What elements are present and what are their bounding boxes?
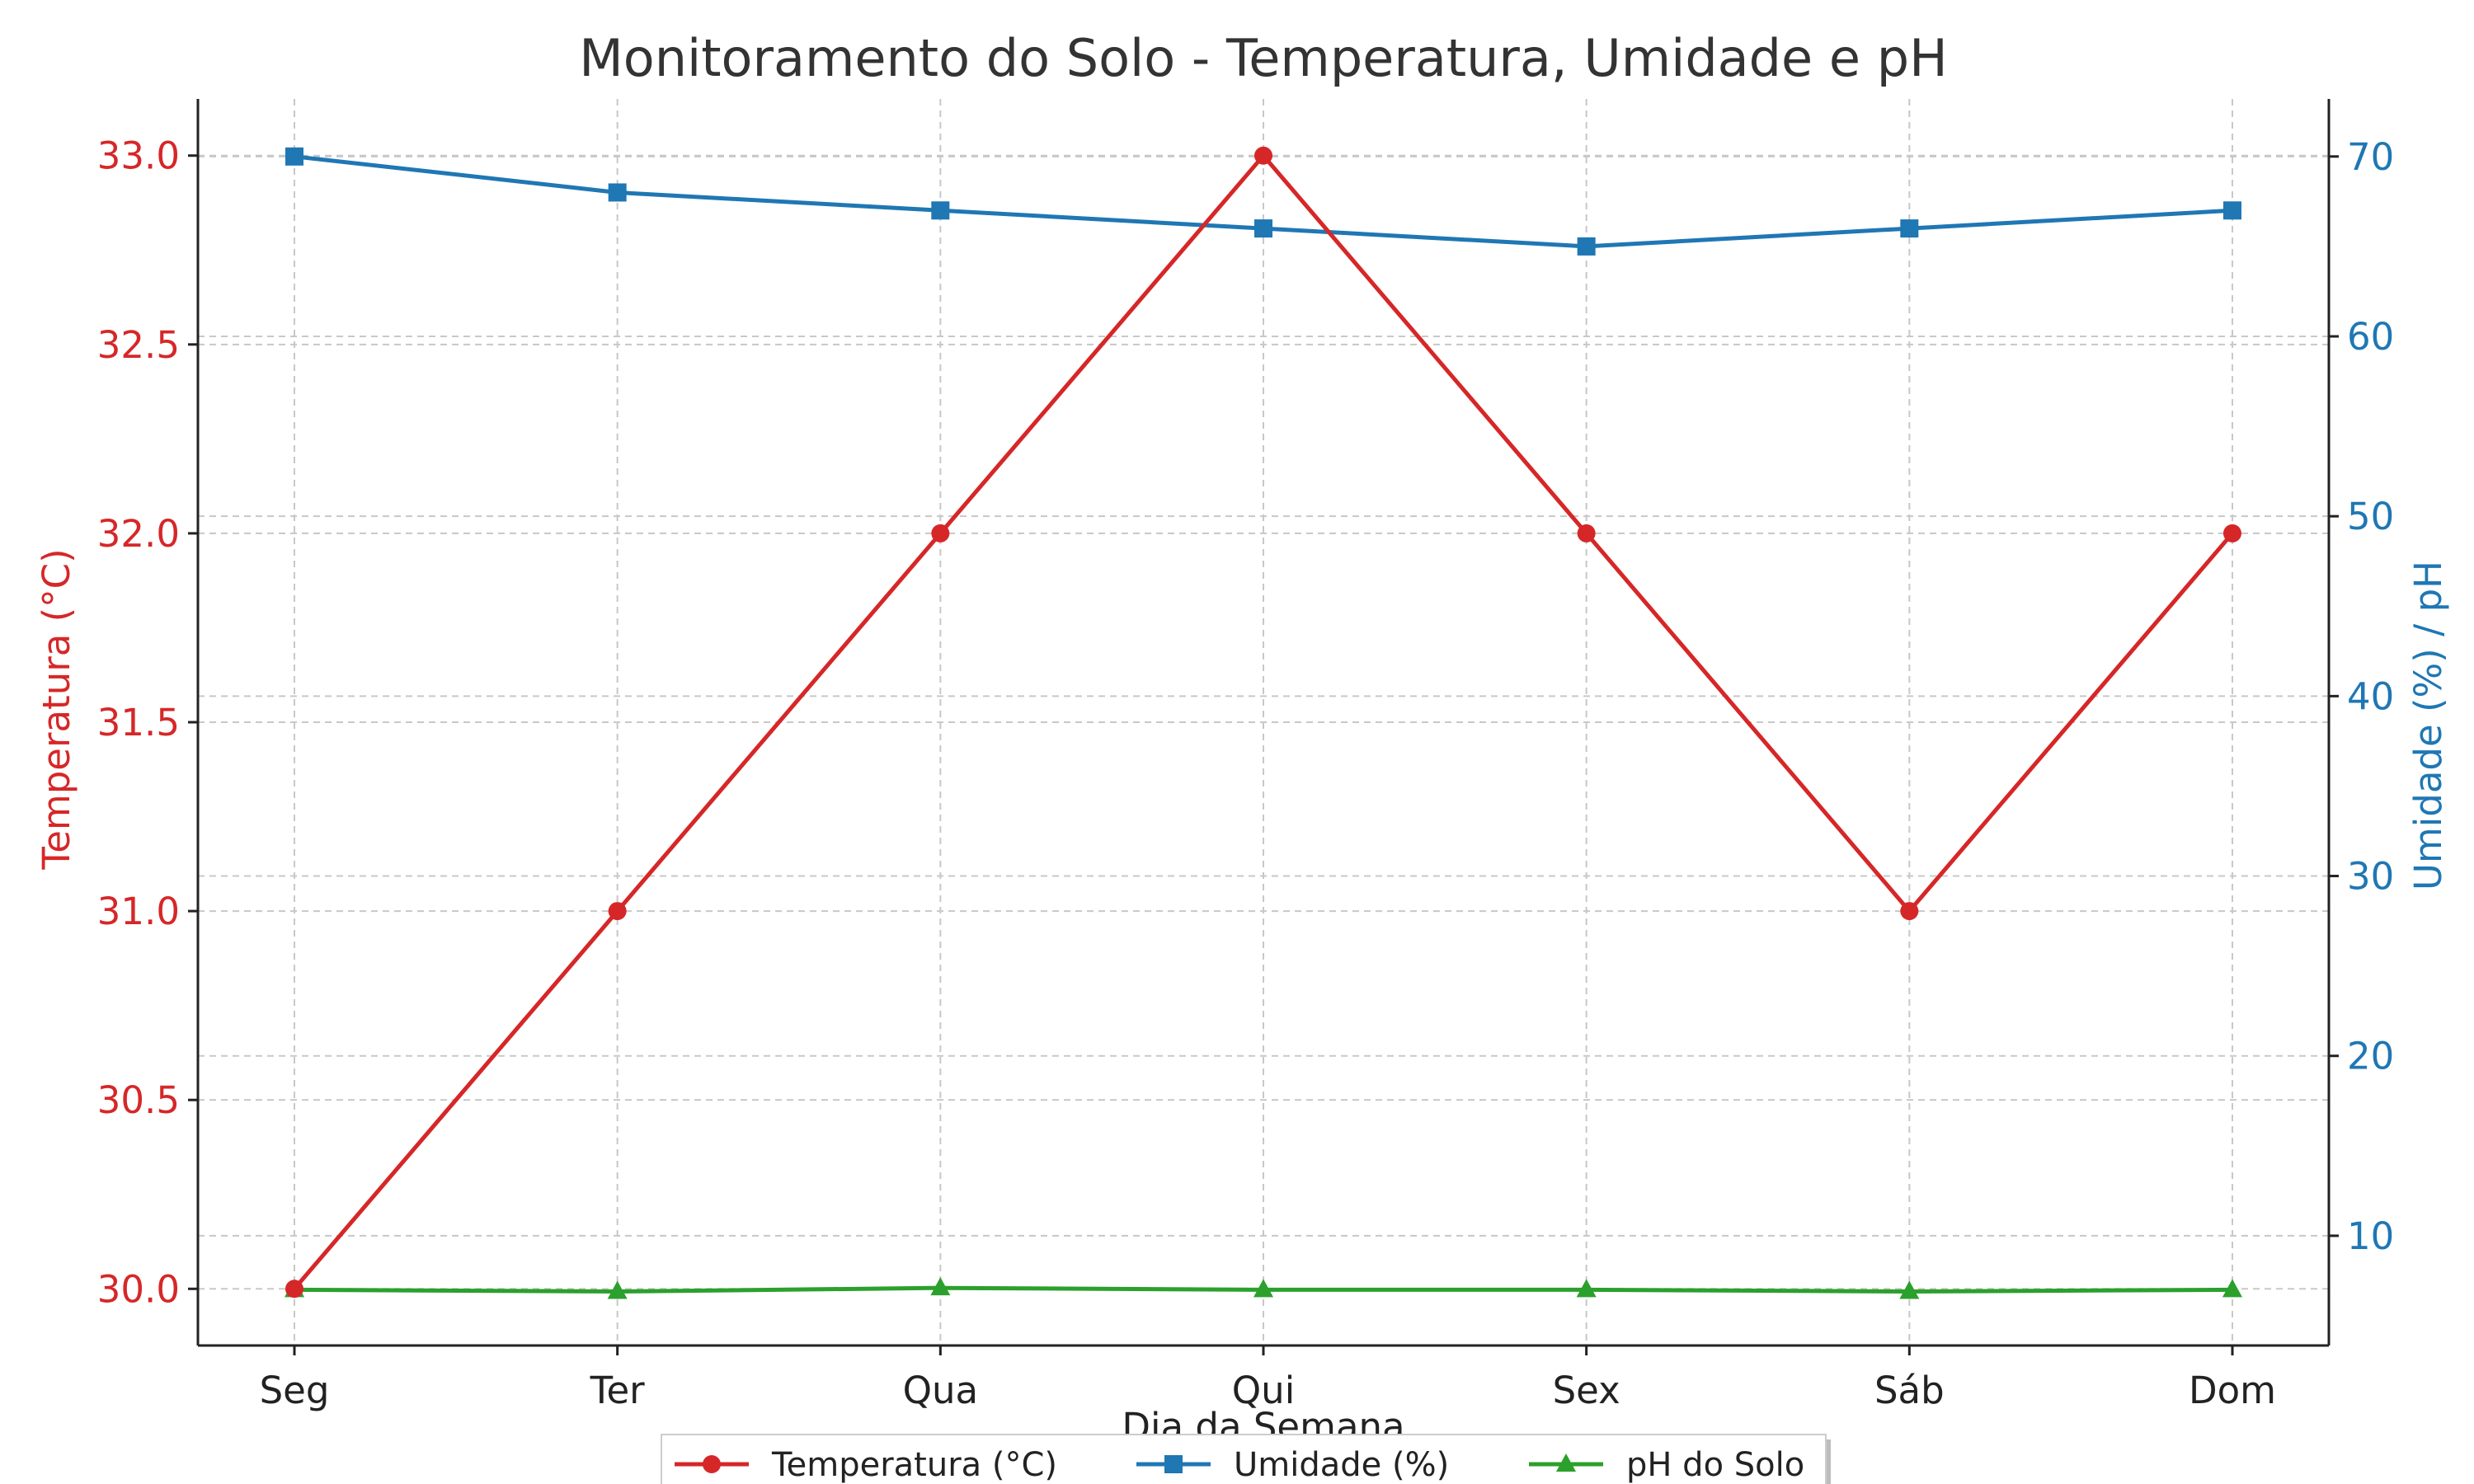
legend-swatch-marker: [1164, 1455, 1183, 1473]
legend: Temperatura (°C) Umidade (%) pH do Solo: [661, 1434, 1831, 1484]
y-axis-left-label: Temperatura (°C): [35, 548, 78, 870]
x-tick-label: Dom: [2189, 1369, 2276, 1412]
y-left-tick-label: 32.0: [97, 512, 180, 556]
y-left-tick-label: 31.5: [97, 701, 180, 744]
data-point: [1577, 524, 1596, 542]
data-point: [285, 1280, 303, 1298]
y-right-tick-label: 50: [2347, 495, 2394, 538]
grid-lines: [198, 99, 2329, 1345]
data-point: [1900, 902, 1919, 921]
data-point: [607, 1280, 628, 1299]
y-left-tick-label: 32.5: [97, 323, 180, 367]
data-point: [1577, 237, 1596, 256]
data-point: [1254, 219, 1272, 238]
y-right-tick-label: 10: [2347, 1214, 2394, 1258]
legend-label: Umidade (%): [1234, 1446, 1449, 1484]
chart-title: Monitoramento do Solo - Temperatura, Umi…: [579, 28, 1947, 88]
legend-label: pH do Solo: [1626, 1446, 1804, 1484]
x-tick-label: Sex: [1553, 1369, 1620, 1412]
y-right-tick-label: 70: [2347, 135, 2394, 179]
series-circle: [285, 146, 2241, 1298]
x-tick-label: Ter: [590, 1369, 646, 1412]
y-right-tick-label: 60: [2347, 315, 2394, 359]
legend-box: [661, 1434, 1827, 1484]
data-point: [1900, 219, 1919, 238]
x-tick-label: Seg: [260, 1369, 330, 1412]
data-point: [285, 147, 303, 166]
x-tick-label: Qua: [903, 1369, 979, 1412]
y-left-tick-label: 31.0: [97, 890, 180, 933]
axes: [188, 99, 2339, 1355]
data-point: [1576, 1279, 1597, 1298]
data-point: [1899, 1280, 1920, 1299]
x-tick-label: Sáb: [1874, 1369, 1945, 1412]
data-point: [931, 201, 950, 220]
data-point: [608, 902, 627, 921]
legend-swatch-marker: [703, 1455, 721, 1473]
y-right-tick-label: 40: [2347, 674, 2394, 718]
series-square: [285, 147, 2241, 256]
y-right-tick-label: 20: [2347, 1035, 2394, 1078]
data-point: [2223, 201, 2241, 220]
y-left-tick-label: 30.0: [97, 1267, 180, 1311]
legend-swatch-marker: [1556, 1453, 1576, 1472]
data-point: [930, 1277, 951, 1296]
x-tick-label: Qui: [1232, 1369, 1295, 1412]
data-point: [2222, 1279, 2242, 1298]
series-layer: [285, 146, 2242, 1299]
data-point: [1254, 146, 1272, 165]
legend-label: Temperatura (°C): [771, 1446, 1057, 1484]
tick-labels: Seg Ter Qua Qui Sex Sáb Dom 30.0 30.5 31.0 31.5 32.…: [97, 134, 2394, 1412]
y-left-tick-label: 30.5: [97, 1078, 180, 1122]
data-point: [931, 524, 950, 542]
data-point: [1253, 1279, 1273, 1298]
y-axis-right-label: Umidade (%) / pH: [2406, 561, 2450, 890]
data-point: [2223, 524, 2241, 542]
data-point: [608, 183, 627, 202]
y-left-tick-label: 33.0: [97, 134, 180, 178]
series-triangle: [285, 1277, 2242, 1299]
y-right-tick-label: 30: [2347, 855, 2394, 899]
